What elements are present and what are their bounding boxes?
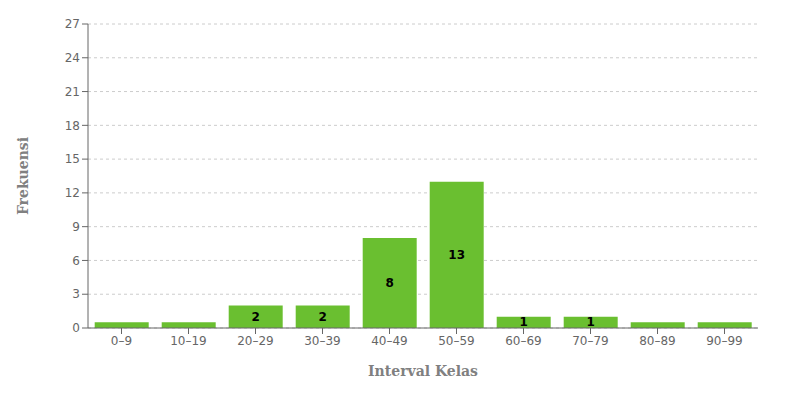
svg-text:0–9: 0–9 — [111, 334, 132, 348]
svg-text:Interval Kelas: Interval Kelas — [368, 363, 478, 379]
svg-text:10–19: 10–19 — [170, 334, 207, 348]
svg-text:8: 8 — [386, 276, 394, 290]
svg-text:40–49: 40–49 — [371, 334, 408, 348]
svg-text:15: 15 — [65, 152, 80, 166]
svg-text:9: 9 — [72, 220, 80, 234]
svg-text:3: 3 — [72, 287, 80, 301]
svg-text:1: 1 — [587, 315, 595, 329]
svg-text:80–89: 80–89 — [639, 334, 676, 348]
svg-text:2: 2 — [319, 310, 327, 324]
svg-text:27: 27 — [65, 17, 80, 31]
svg-text:50–59: 50–59 — [438, 334, 475, 348]
svg-text:12: 12 — [65, 186, 80, 200]
svg-text:24: 24 — [65, 51, 80, 65]
svg-text:0: 0 — [72, 321, 80, 335]
svg-text:60–69: 60–69 — [505, 334, 542, 348]
svg-text:2: 2 — [252, 310, 260, 324]
svg-text:1: 1 — [520, 315, 528, 329]
svg-text:13: 13 — [448, 248, 465, 262]
svg-text:21: 21 — [65, 85, 80, 99]
svg-text:18: 18 — [65, 119, 80, 133]
svg-text:20–29: 20–29 — [237, 334, 274, 348]
svg-text:6: 6 — [72, 254, 80, 268]
svg-text:90–99: 90–99 — [706, 334, 743, 348]
svg-text:30–39: 30–39 — [304, 334, 341, 348]
svg-text:70–79: 70–79 — [572, 334, 609, 348]
svg-text:Frekuensi: Frekuensi — [15, 137, 31, 215]
